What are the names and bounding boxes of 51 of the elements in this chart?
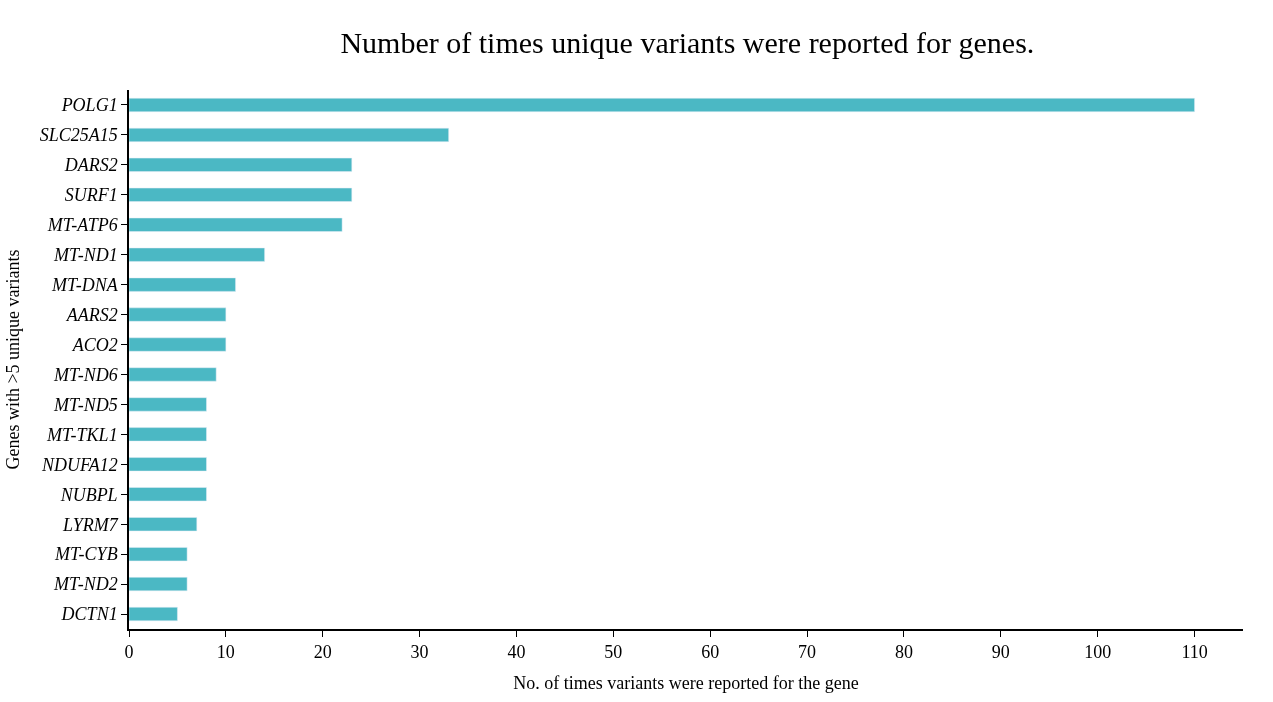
y-tick-label: DARS2 (63, 155, 118, 176)
y-tick-label: ACO2 (71, 334, 118, 355)
x-axis-title: No. of times variants were reported for the gene (513, 672, 859, 693)
x-tick-label: 80 (894, 642, 913, 663)
y-tick-label: MT-CYB (53, 544, 118, 565)
y-tick-label: MT-ND1 (52, 244, 118, 265)
x-tick-label: 50 (604, 642, 623, 663)
bar (129, 157, 353, 172)
y-tick-label: MT-TKL1 (45, 424, 118, 445)
x-tick-label: 70 (798, 642, 817, 663)
y-tick-label: LYRM7 (61, 514, 119, 535)
y-tick-label: MT-DNA (50, 274, 119, 295)
bar (129, 307, 227, 322)
y-tick-label: SLC25A15 (39, 125, 118, 146)
x-tick-label: 40 (507, 642, 526, 663)
chart-title: Number of times unique variants were reported for genes. (340, 25, 1035, 59)
y-axis-title: Genes with >5 unique variants (3, 249, 24, 470)
y-tick-label: MT-ATP6 (46, 215, 118, 236)
bar (129, 517, 198, 532)
x-tick-label: 60 (701, 642, 720, 663)
bar (129, 337, 227, 352)
x-tick-label: 90 (991, 642, 1010, 663)
bar (129, 187, 353, 202)
x-tick-label: 20 (313, 642, 332, 663)
y-tick-label: SURF1 (64, 185, 118, 206)
bar (129, 427, 207, 442)
bar (129, 397, 207, 412)
bar (129, 217, 343, 232)
x-tick-label: 10 (216, 642, 235, 663)
x-tick-label: 100 (1084, 642, 1112, 663)
bar (129, 607, 178, 622)
y-tick-label: AARS2 (65, 304, 118, 325)
y-tick-label: NDUFA12 (40, 454, 118, 475)
bar (129, 457, 207, 472)
bar (129, 487, 207, 502)
y-tick-label: POLG1 (60, 95, 118, 116)
x-tick-label: 30 (410, 642, 429, 663)
bar (129, 367, 217, 382)
bar (129, 127, 449, 142)
bar (129, 277, 236, 292)
x-tick-label: 0 (124, 642, 134, 663)
bar (129, 247, 265, 262)
y-tick-label: MT-ND6 (52, 364, 118, 385)
bar (129, 97, 1195, 112)
y-tick-label: MT-ND2 (52, 574, 118, 595)
bar (129, 577, 188, 592)
bar (129, 547, 188, 562)
y-tick-label: NUBPL (59, 484, 118, 505)
y-tick-label: MT-ND5 (52, 394, 118, 415)
x-tick-label: 110 (1181, 642, 1208, 663)
y-tick-label: DCTN1 (60, 604, 118, 625)
